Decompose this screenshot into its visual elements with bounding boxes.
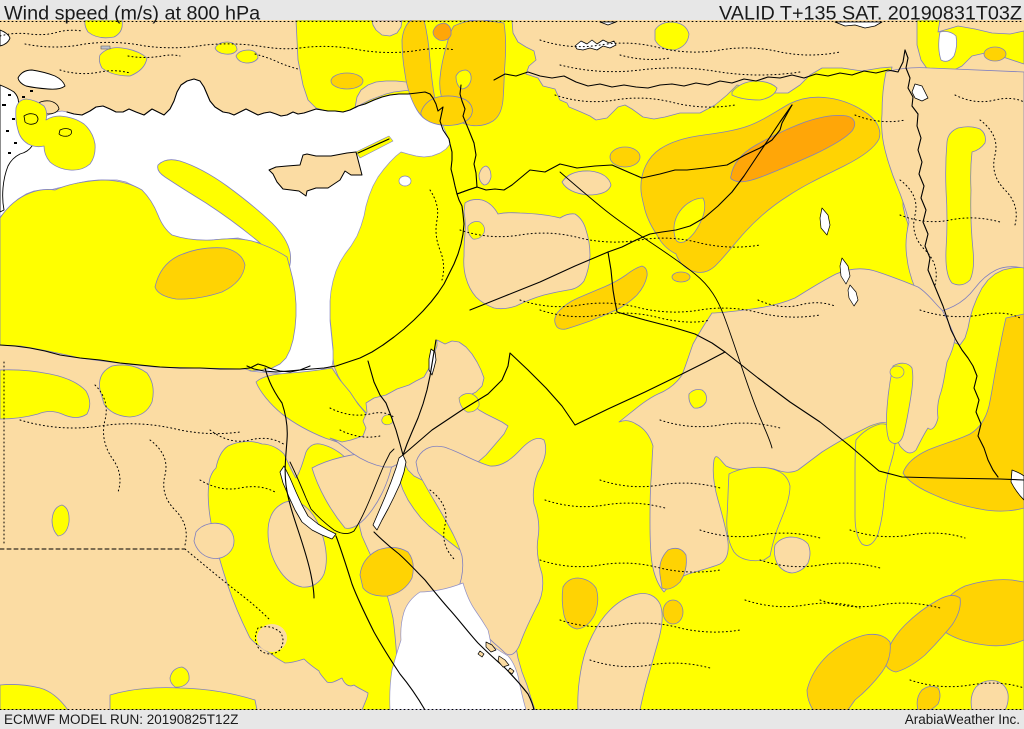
svg-text:Wind speed (m/s) at 800 hPa: Wind speed (m/s) at 800 hPa (4, 3, 260, 25)
svg-text:ECMWF MODEL RUN: 20190825T12Z: ECMWF MODEL RUN: 20190825T12Z (4, 712, 238, 727)
svg-text:ArabiaWeather Inc.: ArabiaWeather Inc. (905, 712, 1020, 727)
svg-text:VALID T+135 SAT. 20190831T03Z: VALID T+135 SAT. 20190831T03Z (719, 3, 1022, 25)
